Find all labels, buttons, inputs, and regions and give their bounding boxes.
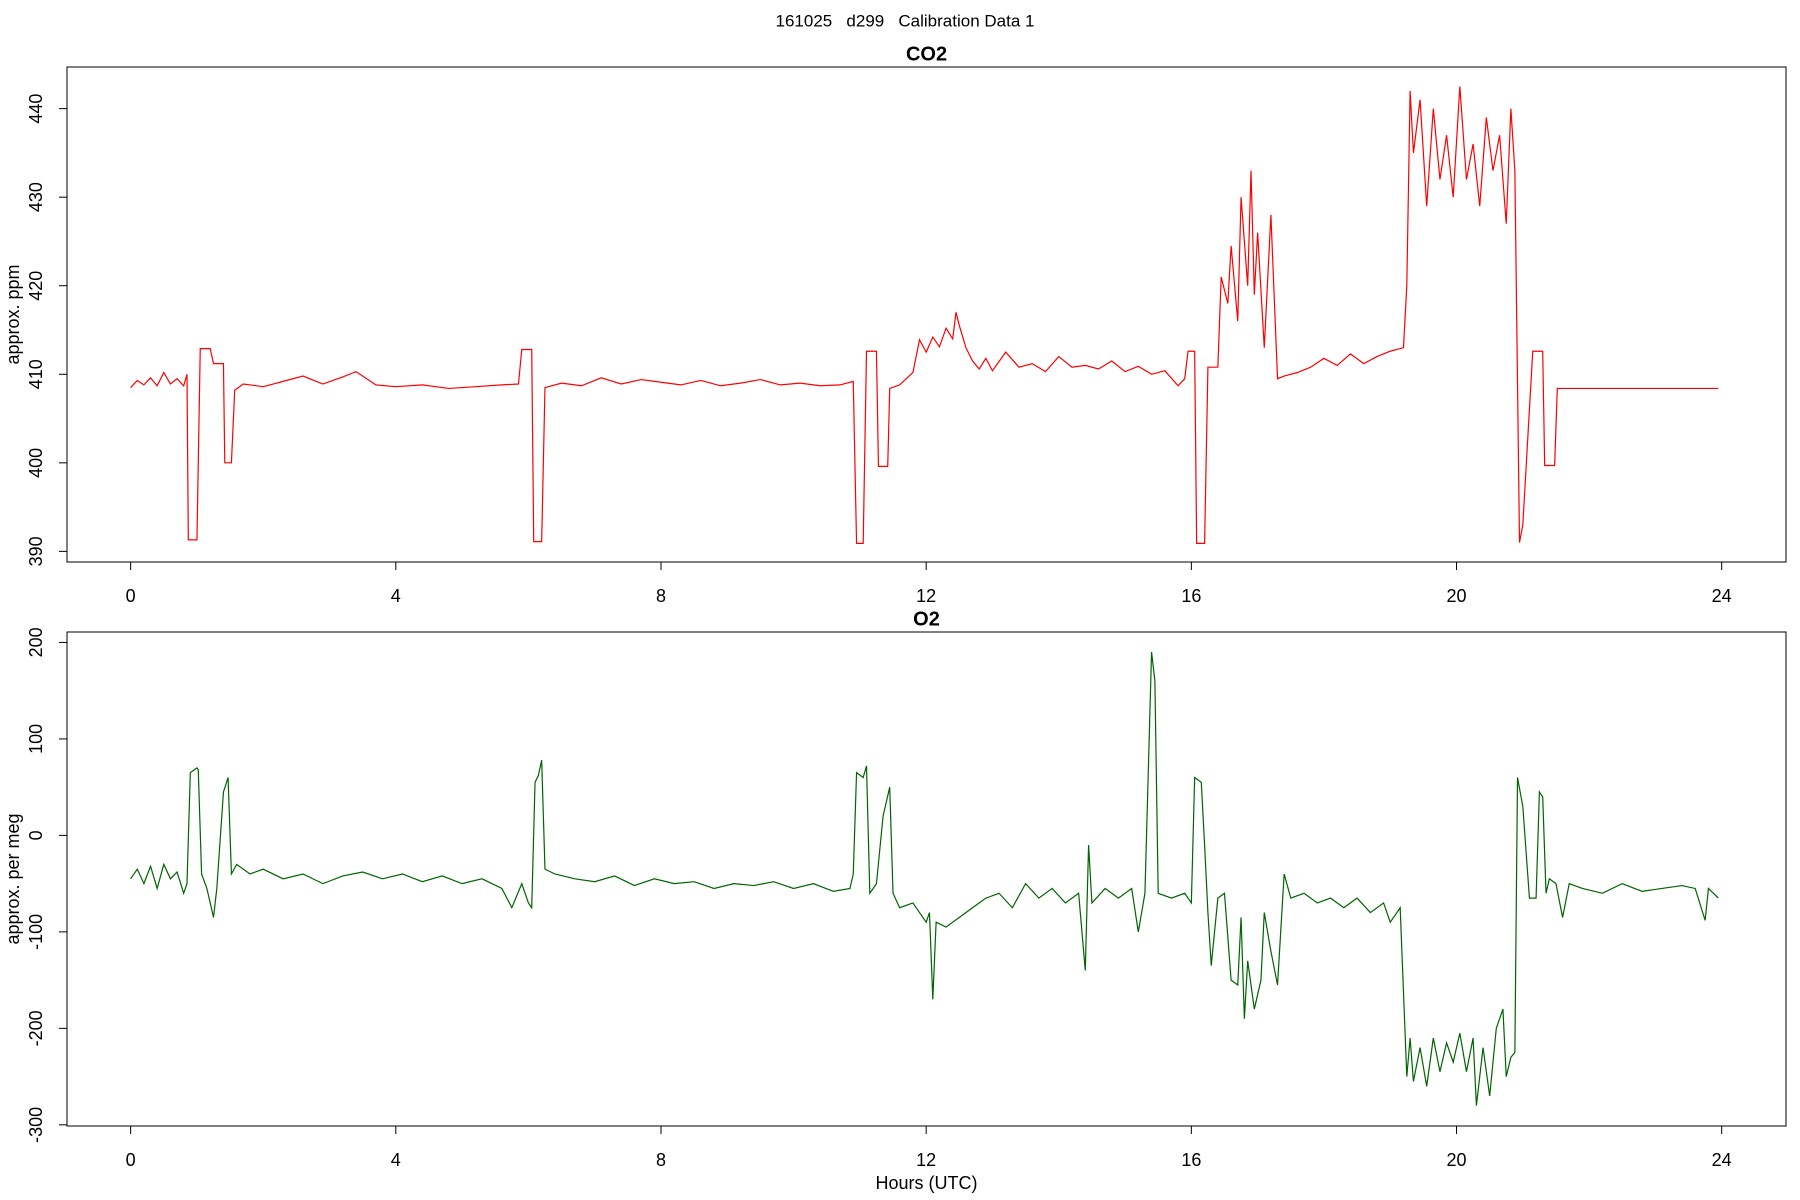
y-tick-label: 400 bbox=[26, 448, 46, 478]
x-tick-label: 16 bbox=[1181, 1150, 1201, 1170]
y-tick-label: 440 bbox=[26, 94, 46, 124]
x-tick-label: 0 bbox=[126, 1150, 136, 1170]
x-tick-label: 8 bbox=[656, 586, 666, 606]
y-tick-label: 420 bbox=[26, 271, 46, 301]
x-tick-label: 0 bbox=[126, 586, 136, 606]
panel-title: CO2 bbox=[906, 43, 947, 65]
x-tick-label: 20 bbox=[1447, 1150, 1467, 1170]
x-tick-label: 12 bbox=[916, 586, 936, 606]
y-tick-label: 430 bbox=[26, 182, 46, 212]
x-tick-label: 16 bbox=[1181, 586, 1201, 606]
x-tick-label: 20 bbox=[1447, 586, 1467, 606]
data-line bbox=[130, 652, 1719, 1106]
x-axis-label: Hours (UTC) bbox=[876, 1173, 978, 1193]
data-line bbox=[130, 86, 1719, 544]
y-axis-label: approx. per meg bbox=[3, 813, 23, 944]
y-tick-label: 390 bbox=[26, 536, 46, 566]
figure-title: 161025 d299 Calibration Data 1 bbox=[776, 11, 1035, 30]
y-tick-label: -200 bbox=[26, 1010, 46, 1046]
x-tick-label: 24 bbox=[1712, 586, 1732, 606]
x-tick-label: 4 bbox=[391, 1150, 401, 1170]
y-tick-label: 0 bbox=[26, 830, 46, 840]
x-tick-label: 8 bbox=[656, 1150, 666, 1170]
y-tick-label: 100 bbox=[26, 724, 46, 754]
x-tick-label: 12 bbox=[916, 1150, 936, 1170]
y-tick-label: 200 bbox=[26, 627, 46, 657]
y-tick-label: 410 bbox=[26, 359, 46, 389]
x-tick-label: 24 bbox=[1712, 1150, 1732, 1170]
y-tick-label: -300 bbox=[26, 1107, 46, 1143]
x-tick-label: 4 bbox=[391, 586, 401, 606]
panel-title: O2 bbox=[913, 608, 940, 630]
y-tick-label: -100 bbox=[26, 914, 46, 950]
y-axis-label: approx. ppm bbox=[3, 264, 23, 364]
